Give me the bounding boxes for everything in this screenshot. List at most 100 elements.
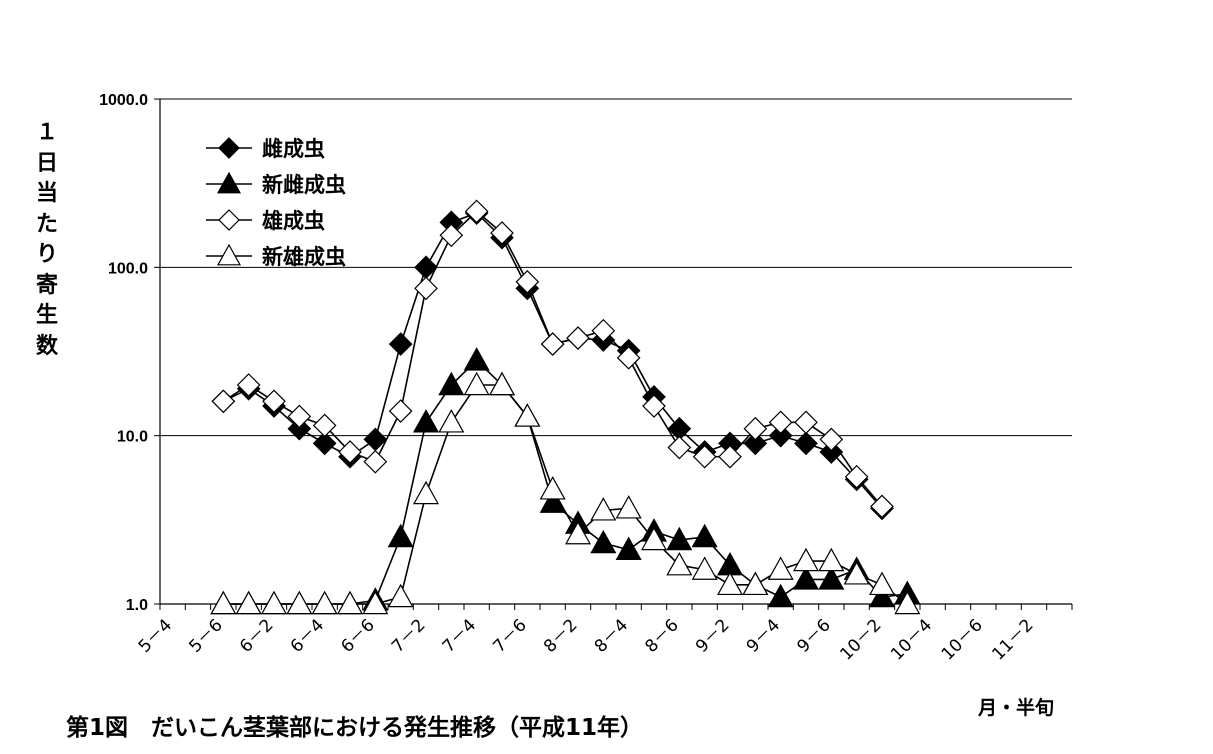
data-point [539,476,566,500]
x-tick-label: 10－4 [887,615,936,664]
x-tick-label: 5－4 [135,615,176,656]
data-point [792,566,820,590]
data-point [564,520,592,545]
x-tick-label: 6－6 [337,615,378,656]
data-point [363,449,388,474]
legend-label: 雄成虫 [261,209,325,233]
data-point [362,590,389,615]
data-point [438,409,465,433]
data-point [818,566,845,590]
data-point [540,332,565,356]
x-tick-label: 6－4 [287,615,328,656]
data-point [262,389,286,414]
data-point [412,409,440,433]
data-point [311,590,338,615]
data-point [792,547,820,572]
data-point [640,526,668,551]
data-point [894,590,921,615]
legend-label: 雌成虫 [262,137,325,161]
data-point [414,276,438,301]
legend-label: 新雌成虫 [262,173,346,197]
x-tick-label: 5－6 [185,615,226,656]
x-tick-label: 7－6 [489,615,530,656]
data-point [868,583,896,608]
data-point [236,373,261,397]
x-tick-label: 9－6 [793,615,834,656]
data-point [615,536,642,560]
data-point [666,526,693,551]
legend-marker [218,209,240,231]
data-point [692,444,717,469]
x-tick-label: 8－4 [591,615,632,656]
data-point [794,410,818,435]
legend-marker [216,171,242,194]
data-point [414,255,438,280]
data-point [338,440,362,464]
data-point [439,223,464,248]
data-point [235,590,262,615]
y-tick-label: 1000.0 [99,92,148,109]
data-point [768,410,793,435]
data-point [743,431,768,456]
data-point [388,399,413,423]
data-point [868,571,896,596]
data-point [312,413,337,438]
data-point [743,416,768,441]
data-point [286,590,313,615]
data-point [666,551,693,576]
legend-marker [216,243,242,266]
x-tick-label: 8－2 [540,615,581,656]
data-point [794,431,818,456]
data-point [615,495,642,519]
data-point [387,583,414,608]
y-tick-label: 10.0 [117,429,148,446]
y-tick-label: 100.0 [108,260,148,277]
x-tick-label: 10－6 [938,615,987,664]
data-point [287,404,312,429]
data-point [464,199,489,224]
data-point [260,590,288,615]
x-axis-label: 月・半旬 [978,697,1055,719]
x-tick-label: 9－4 [743,615,784,656]
data-point [463,371,490,396]
data-point [566,326,590,350]
data-point [716,571,744,596]
data-point [488,371,516,396]
data-point [591,318,616,343]
x-tick-label: 7－4 [439,615,480,656]
x-tick-label: 10－2 [836,615,885,664]
data-point [818,547,845,572]
data-point [514,403,541,427]
data-point [287,416,312,441]
x-tick-label: 11－2 [988,615,1037,664]
y-tick-label: 1.0 [126,597,148,614]
data-point [691,556,718,580]
data-point [388,332,413,356]
data-point [590,497,617,521]
data-point [843,561,870,585]
data-point [463,347,490,371]
data-point [768,423,793,448]
data-point [870,494,894,519]
data-point [590,529,617,554]
chart-title: 第1図 だいこん茎葉部における発生推移（平成11年） [66,715,644,741]
data-point [312,431,337,456]
data-point [742,571,769,596]
data-point [515,269,540,294]
legend-marker [218,137,240,159]
data-point [490,221,514,245]
legend-label: 新雄成虫 [262,245,346,269]
data-point [819,427,844,452]
data-point [767,583,794,608]
data-point [412,480,440,505]
x-tick-label: 9－2 [692,615,733,656]
data-point [767,556,794,580]
data-point [718,444,742,469]
data-point [691,523,718,548]
series-line-4 [223,384,908,605]
data-point [210,590,237,615]
data-point [211,389,236,414]
